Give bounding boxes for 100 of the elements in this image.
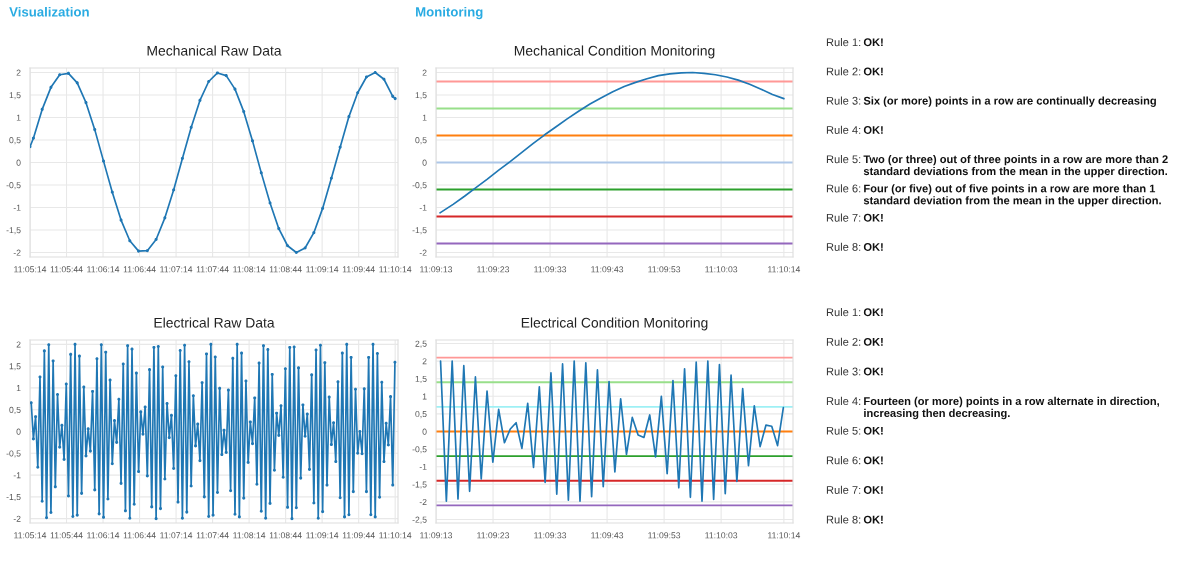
point	[329, 176, 333, 180]
x-tick-label: 11:09:44	[342, 266, 375, 273]
y-tick-label: 0,5	[415, 137, 427, 145]
x-tick-label: 11:05:14	[14, 532, 47, 539]
y-tick-label: -1,5	[412, 227, 427, 235]
x-tick-label: 11:09:13	[420, 266, 453, 273]
point	[110, 190, 114, 194]
x-tick-label: 11:07:44	[196, 266, 229, 273]
y-tick-label: -2	[419, 498, 427, 505]
point	[58, 73, 62, 77]
point	[286, 244, 290, 248]
point	[364, 75, 368, 79]
x-tick-label: 11:10:14	[768, 266, 801, 273]
x-tick-label: 11:09:44	[342, 532, 375, 539]
y-tick-label: 2	[422, 69, 427, 76]
y-tick-label: 1	[16, 385, 21, 392]
y-tick-label: 1,5	[415, 375, 427, 383]
y-tick-label: 1	[422, 393, 427, 400]
point	[242, 110, 246, 114]
point	[180, 156, 184, 160]
y-tick-label: -1	[419, 463, 427, 470]
y-tick-label: 1,5	[9, 363, 21, 371]
chart-title: Electrical Condition Monitoring	[521, 317, 708, 331]
point	[128, 239, 132, 243]
x-tick-label: 11:09:23	[477, 532, 510, 539]
chart-title: Mechanical Raw Data	[147, 45, 282, 56]
point	[356, 91, 360, 95]
text: Monitoring	[416, 6, 483, 20]
y-tick-label: 2	[16, 341, 21, 348]
x-tick-label: 11:10:03	[705, 266, 738, 273]
y-tick-label: 0	[422, 159, 427, 166]
point	[338, 145, 342, 149]
x-tick-label: 11:07:14	[160, 532, 193, 539]
text: OK!	[863, 243, 883, 251]
point	[66, 71, 70, 75]
text: Fourteen (or more) points in a row alternate in direction, increasing then decreasing.	[864, 396, 1159, 420]
text: Rule 6:	[826, 456, 861, 465]
line-series	[439, 360, 785, 503]
y-tick-label: -1,5	[6, 227, 21, 235]
y-tick-label: 2	[422, 358, 427, 365]
text: OK!	[863, 126, 883, 134]
text: Rule 7:	[826, 485, 861, 494]
y-tick-label: 0	[16, 159, 21, 166]
text: Four (or five) out of five points in a row are more than 1 standard deviation from the mean in the upper direction.	[863, 184, 1161, 207]
text: Rule 5:	[826, 426, 861, 435]
x-tick-label: 11:09:33	[534, 532, 567, 539]
line-series	[439, 71, 785, 214]
x-tick-label: 11:10:14	[379, 532, 412, 539]
point	[172, 188, 176, 192]
point	[224, 74, 228, 78]
x-tick-label: 11:06:44	[123, 532, 156, 539]
x-tick-label: 11:07:44	[196, 532, 229, 539]
y-tick-label: 1	[16, 114, 21, 121]
point	[373, 70, 377, 75]
text: Rule 2:	[826, 67, 861, 76]
x-tick-label: 11:10:14	[379, 266, 412, 273]
text: Rule 6:	[826, 184, 861, 193]
text: Rule 3:	[826, 367, 861, 376]
point	[294, 250, 298, 255]
point	[31, 136, 35, 140]
text: OK!	[863, 456, 883, 465]
x-tick-label: 11:08:14	[233, 532, 266, 539]
x-tick-label: 11:09:43	[591, 266, 624, 273]
y-tick-label: 1,5	[9, 92, 21, 100]
point	[215, 71, 219, 75]
point	[391, 94, 395, 98]
x-tick-label: 11:08:44	[269, 266, 302, 273]
text: OK!	[863, 367, 883, 376]
point	[347, 115, 351, 119]
chart-title: Mechanical Condition Monitoring	[514, 45, 715, 59]
point	[75, 81, 79, 85]
y-tick-label: 0,5	[415, 411, 427, 419]
x-tick-label: 11:06:14	[87, 532, 120, 539]
point	[250, 139, 255, 143]
text: Rule 1:	[826, 308, 861, 317]
text: OK!	[863, 213, 883, 222]
text: OK!	[863, 308, 883, 317]
point	[102, 159, 106, 163]
text: OK!	[863, 38, 883, 47]
y-tick-label: 1	[422, 114, 427, 121]
point	[93, 128, 97, 132]
text: Rule 4:	[826, 396, 861, 406]
point	[312, 231, 316, 235]
x-tick-label: 11:09:43	[591, 532, 624, 539]
x-tick-label: 11:06:44	[123, 266, 156, 273]
y-tick-label: -0,5	[6, 182, 21, 190]
text: Rule 2:	[826, 337, 861, 346]
x-tick-label: 11:09:33	[534, 266, 567, 273]
y-tick-label: -1,5	[412, 481, 427, 489]
text: Rule 8:	[826, 242, 861, 251]
x-tick-label: 11:05:14	[14, 266, 47, 273]
point	[393, 97, 397, 101]
x-tick-label: 11:10:03	[705, 532, 738, 539]
x-tick-label: 11:06:14	[87, 266, 120, 273]
point	[163, 216, 167, 220]
text: OK!	[863, 486, 883, 494]
text: Six (or more) points in a row are continually decreasing	[863, 96, 1156, 107]
text: Two (or three) out of three points in a row are more than 2 standard deviations from the mean in the upper direction.	[863, 155, 1168, 178]
point	[321, 206, 325, 210]
point	[382, 77, 386, 81]
